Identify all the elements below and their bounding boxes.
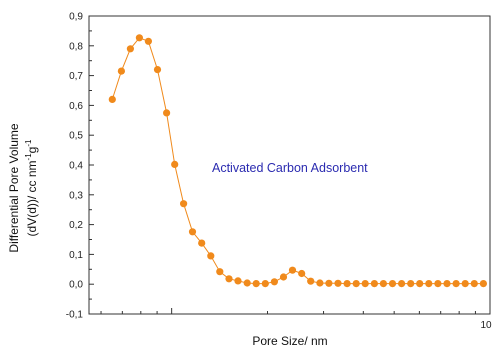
data-point xyxy=(207,252,215,260)
data-point xyxy=(188,228,197,236)
data-point xyxy=(398,280,406,288)
y-tick-label: 0,0 xyxy=(69,280,83,291)
data-point xyxy=(243,279,251,287)
data-point xyxy=(452,280,460,288)
data-point xyxy=(434,280,442,288)
data-point xyxy=(216,268,224,276)
data-point xyxy=(180,200,188,208)
y-tick-label: 0,3 xyxy=(69,190,83,201)
data-point xyxy=(117,67,125,75)
data-point xyxy=(325,279,333,287)
data-point xyxy=(470,280,478,288)
y-tick-label: 0,5 xyxy=(69,131,83,142)
data-point xyxy=(225,275,233,283)
data-point xyxy=(334,279,342,287)
data-point xyxy=(461,280,469,288)
y-tick-label: 0,4 xyxy=(69,161,83,172)
y-tick-label: 0,9 xyxy=(69,12,83,23)
y-tick-label: 0,2 xyxy=(69,220,83,231)
data-point xyxy=(234,277,242,285)
y-tick-label: 0,8 xyxy=(69,41,83,52)
data-point xyxy=(108,95,116,103)
data-point xyxy=(416,280,424,288)
data-point xyxy=(270,278,278,286)
data-point xyxy=(316,279,324,287)
y-axis-title-units: (dV(d))/ cc nm-1g-1 xyxy=(24,139,39,236)
data-point xyxy=(126,45,134,53)
data-point xyxy=(425,280,433,288)
data-point xyxy=(279,273,288,281)
data-point xyxy=(379,280,387,288)
x-tick-label: 10 xyxy=(480,320,492,331)
data-point xyxy=(171,160,179,168)
data-point xyxy=(135,34,143,42)
y-axis-title-line1: Differential Pore Volume xyxy=(7,123,21,253)
y-axis-title: Differential Pore Volume xyxy=(7,123,21,253)
data-point xyxy=(307,277,315,285)
y-tick-label: 0,7 xyxy=(69,71,83,82)
data-point xyxy=(443,280,451,288)
data-point xyxy=(352,280,360,288)
x-axis-title: Pore Size/ nm xyxy=(252,334,327,348)
data-point xyxy=(144,37,152,45)
data-point xyxy=(163,109,171,117)
data-point xyxy=(288,266,297,274)
data-point xyxy=(388,280,397,288)
data-point xyxy=(343,280,351,288)
data-point xyxy=(361,280,369,288)
data-point xyxy=(252,280,260,288)
y-tick-label: -0,1 xyxy=(66,310,84,321)
data-point xyxy=(407,280,415,288)
chart-annotation: Activated Carbon Adsorbent xyxy=(212,161,368,175)
data-point xyxy=(370,280,378,288)
data-point xyxy=(261,280,269,288)
y-tick-label: 0,1 xyxy=(69,250,83,261)
y-tick-label: 0,6 xyxy=(69,101,83,112)
data-point xyxy=(153,66,162,74)
data-point xyxy=(198,239,206,247)
data-point xyxy=(298,269,306,278)
data-point xyxy=(479,280,487,288)
